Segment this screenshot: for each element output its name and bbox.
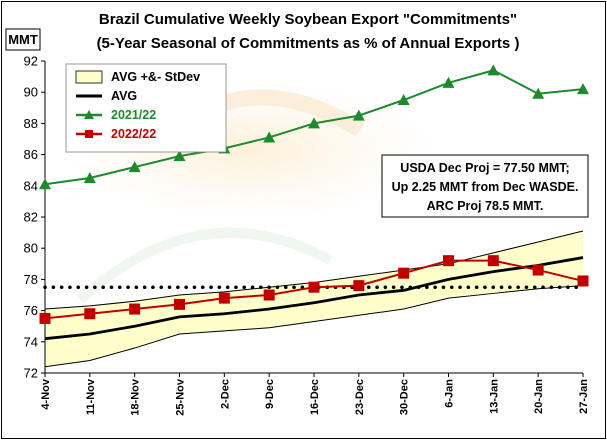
y-tick-label: 76 (24, 303, 38, 318)
point-2021-22 (352, 109, 365, 121)
x-tick-label: 9-Dec (264, 379, 276, 409)
y-tick-label: 80 (24, 241, 38, 256)
x-tick-label: 18-Nov (130, 378, 142, 416)
series-line-0 (44, 256, 584, 341)
legend-2021-marker (84, 110, 94, 119)
chart-title-line-2: (5-Year Seasonal of Commitments as % of … (97, 35, 520, 52)
x-tick-label: 4-Nov (40, 378, 52, 409)
x-tick-label: 20-Jan (533, 379, 545, 414)
point-2021-22 (577, 83, 589, 95)
point-2022-22 (174, 298, 185, 310)
y-tick-label: 78 (24, 272, 38, 287)
y-tick-label: 88 (24, 116, 38, 131)
point-2021-22 (83, 172, 96, 183)
point-2021-22 (263, 131, 276, 143)
point-2022-22 (218, 292, 230, 304)
point-2022-22 (129, 303, 141, 315)
y-tick-label: 92 (24, 54, 38, 69)
y-tick-label: 90 (24, 85, 38, 100)
point-2021-22 (173, 150, 186, 162)
point-2021-22 (308, 117, 320, 129)
stdev-band-lower (44, 285, 584, 368)
point-2022-22 (443, 255, 454, 267)
y-tick-label: 74 (24, 334, 38, 349)
point-2021-22 (128, 161, 141, 173)
point-2021-22 (487, 64, 500, 76)
y-tick-label: 72 (24, 366, 38, 381)
legend-band-label: AVG +&- StDev (111, 70, 200, 84)
point-2022-22 (263, 289, 275, 301)
legend-2022-marker (85, 130, 93, 138)
point-2022-22 (84, 308, 96, 320)
annotation-line-2: Up 2.25 MMT from Dec WASDE. (392, 180, 579, 194)
annotation: USDA Dec Proj = 77.50 MMT; Up 2.25 MMT f… (381, 154, 589, 218)
legend-band-swatch (75, 70, 103, 84)
y-tick-label: 82 (24, 210, 38, 225)
point-2022-22 (398, 267, 410, 279)
legend-2021-label: 2021/22 (111, 108, 156, 122)
x-tick-label: 16-Dec (309, 379, 321, 415)
point-2022-22 (353, 280, 365, 292)
annotation-box (381, 154, 589, 218)
point-2022-22 (308, 281, 320, 293)
y-tick-label: 86 (24, 147, 38, 162)
point-2022-22 (532, 264, 544, 276)
annotation-line-1: USDA Dec Proj = 77.50 MMT; (400, 161, 569, 175)
x-tick-label: 30-Dec (399, 379, 411, 415)
legend: AVG +&- StDev AVG 2021/22 2022/22 (65, 63, 227, 153)
point-2022-22 (577, 275, 589, 287)
point-2021-22 (442, 76, 455, 88)
y-tick-label: 84 (24, 178, 38, 193)
legend-avg-label: AVG (111, 89, 137, 103)
x-tick-label: 2-Dec (219, 379, 231, 409)
point-2021-22 (39, 178, 51, 190)
title: Brazil Cumulative Weekly Soybean Export … (97, 11, 520, 52)
x-tick-label: 23-Dec (354, 379, 366, 415)
point-2021-22 (397, 94, 410, 105)
point-2021-22 (532, 87, 545, 99)
chart-title-line-1: Brazil Cumulative Weekly Soybean Export … (99, 11, 517, 28)
x-tick-label: 13-Jan (488, 379, 500, 414)
y-axis-label: MMT (8, 32, 38, 47)
plot-area: 72 74 76 78 80 82 84 86 88 90 92 4-Nov 11-Nov 18-Nov 2… (24, 54, 590, 416)
point-2022-22 (39, 312, 51, 324)
annotation-line-3: ARC Proj 78.5 MMT. (427, 199, 544, 213)
x-tick-label: 25-Nov (175, 378, 187, 416)
y-axis-label-box (5, 28, 41, 51)
legend-2022-label: 2022/22 (111, 127, 156, 141)
x-tick-label: 27-Jan (578, 379, 590, 414)
point-2022-22 (487, 255, 499, 267)
x-tick-label: 11-Nov (85, 378, 97, 415)
x-tick-label: 6-Jan (444, 379, 456, 408)
